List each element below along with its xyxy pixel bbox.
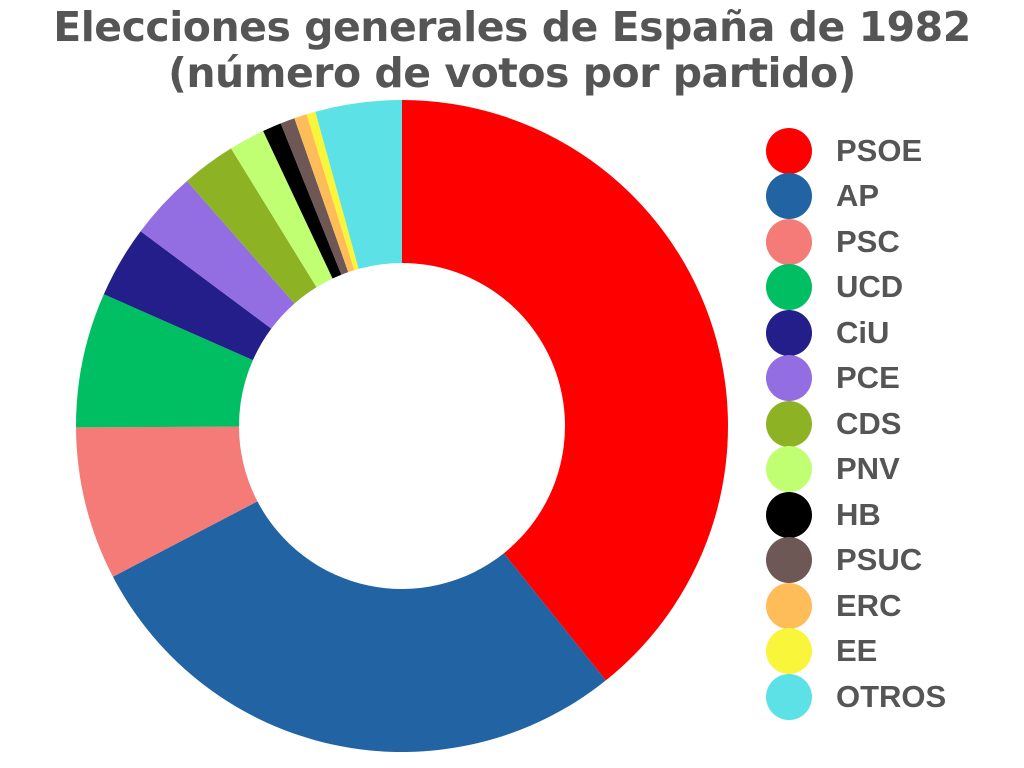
- chart-subtitle: (número de votos por partido): [168, 49, 856, 97]
- legend-item-hb: HB: [766, 491, 946, 538]
- legend-label: UCD: [836, 269, 904, 305]
- legend-item-psuc: PSUC: [766, 537, 946, 584]
- legend-label: PNV: [836, 451, 900, 487]
- legend-swatch: [766, 355, 812, 402]
- legend-label: EE: [836, 633, 878, 669]
- legend-swatch: [766, 491, 812, 538]
- slice-pce: [140, 180, 295, 329]
- legend-swatch: [766, 218, 812, 265]
- legend-swatch: [766, 173, 812, 220]
- legend-swatch: [766, 264, 812, 311]
- chart-title: Elecciones generales de España de 1982 (…: [0, 4, 1024, 96]
- legend-label: CDS: [836, 405, 902, 441]
- slice-pnv: [231, 131, 333, 288]
- slice-ucd: [76, 294, 253, 428]
- legend-swatch: [766, 309, 812, 356]
- legend-item-pnv: PNV: [766, 446, 946, 493]
- legend-item-psc: PSC: [766, 218, 946, 265]
- legend-swatch: [766, 446, 812, 493]
- legend-label: PCE: [836, 360, 900, 396]
- legend-swatch: [766, 537, 812, 584]
- legend-swatch: [766, 673, 812, 720]
- legend-label: AP: [836, 178, 880, 214]
- slice-psuc: [280, 118, 349, 275]
- legend-label: OTROS: [836, 678, 947, 714]
- slice-psc: [76, 426, 258, 577]
- slice-psoe: [402, 100, 728, 681]
- slice-hb: [263, 123, 342, 279]
- legend-swatch: [766, 582, 812, 629]
- legend-item-ucd: UCD: [766, 264, 946, 311]
- chart-legend: PSOE AP PSC UCD CiU PCE CDS PNV HB PSUC ERC EE OTROS: [766, 127, 947, 720]
- legend-item-pce: PCE: [766, 355, 946, 402]
- slice-ee: [306, 111, 359, 271]
- legend-label: PSOE: [836, 132, 923, 168]
- chart-title-line-1: Elecciones generales de España de 1982: [53, 3, 971, 51]
- slice-ciu: [103, 231, 272, 361]
- slice-cds: [186, 148, 317, 304]
- legend-item-ee: EE: [766, 628, 946, 675]
- legend-label: ERC: [836, 587, 902, 623]
- legend-label: HB: [836, 496, 881, 532]
- legend-item-psoe: PSOE: [766, 127, 946, 174]
- legend-label: PSC: [836, 223, 900, 259]
- legend-item-otros: OTROS: [766, 673, 947, 720]
- legend-item-cds: CDS: [766, 400, 946, 447]
- legend-swatch: [766, 127, 812, 174]
- legend-label: CiU: [836, 314, 890, 350]
- legend-item-ap: AP: [766, 173, 946, 220]
- legend-item-erc: ERC: [766, 582, 946, 629]
- legend-label: PSUC: [836, 542, 923, 578]
- slice-ap: [112, 501, 606, 752]
- legend-item-ciu: CiU: [766, 309, 946, 356]
- slice-otros: [315, 100, 402, 269]
- slice-erc: [294, 114, 355, 273]
- legend-swatch: [766, 400, 812, 447]
- legend-swatch: [766, 628, 812, 675]
